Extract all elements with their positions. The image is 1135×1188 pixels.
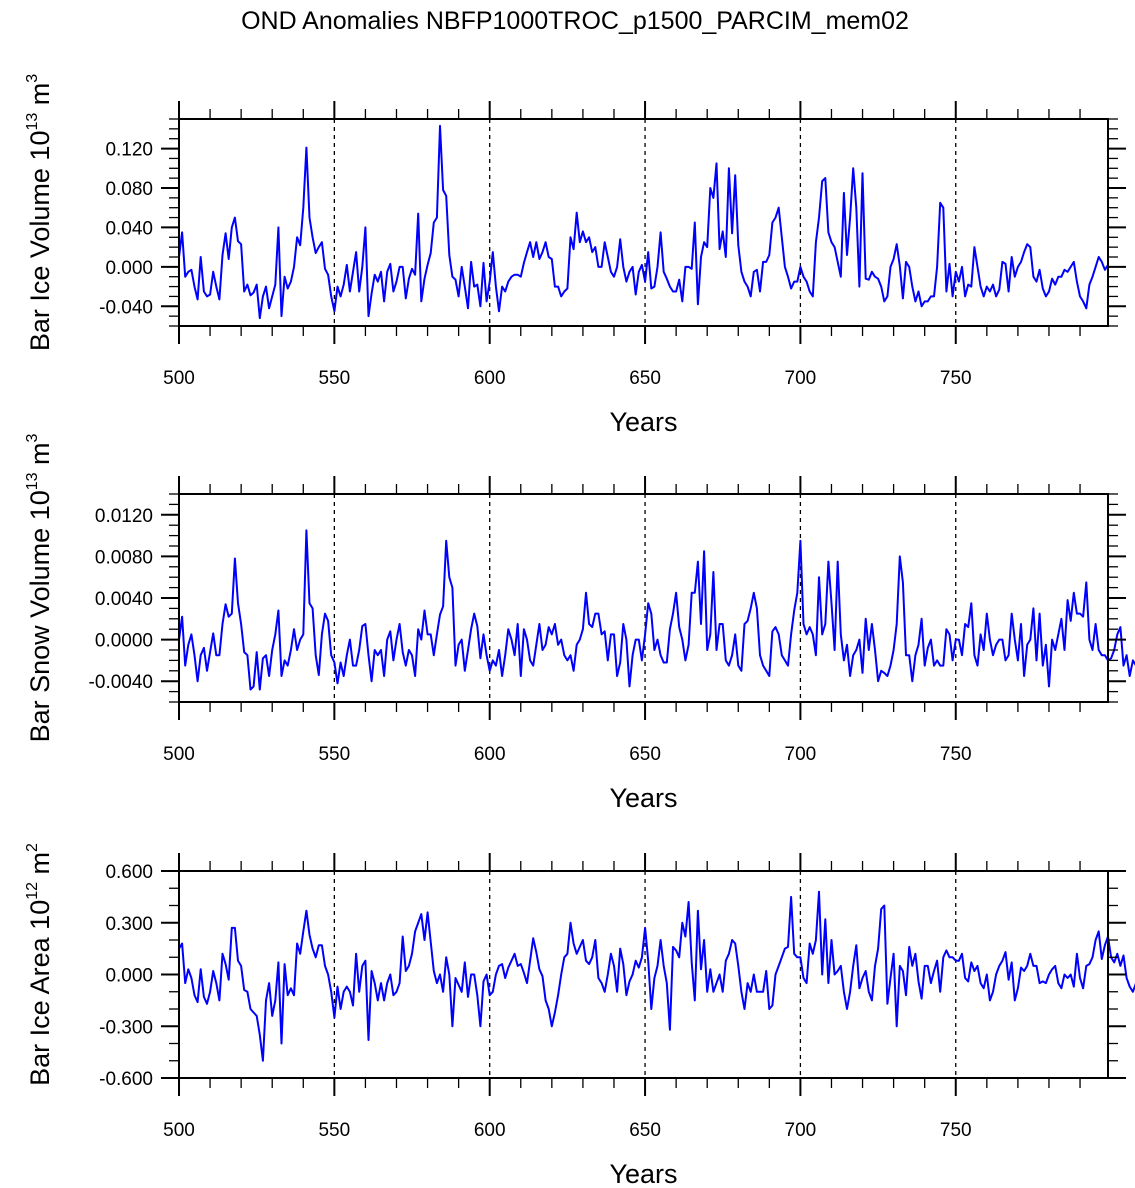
y-axis-title-unit-exponent: 2 [24,843,41,852]
y-axis-title: Bar Snow Volume 1013 m3 [24,433,55,742]
x-tick-label: 750 [940,744,972,765]
x-tick-label: 550 [318,368,350,389]
y-tick-label: 0.300 [105,914,153,935]
y-axis-title-exponent: 12 [24,882,41,900]
y-tick-label: 0.600 [105,862,153,883]
panel-2: 500 550 600 650 700 750 -0.0040 0.0000 0.0040 0.0… [24,433,1135,813]
y-tick-label: 0.0000 [95,631,153,652]
y-axis-title-unit-exponent: 3 [24,74,41,83]
series-line [178,124,1109,320]
y-tick-label: -0.600 [99,1069,153,1090]
y-tick-label: -0.0040 [89,672,153,693]
series-line [178,890,1135,1062]
y-axis-title-unit: m [25,852,55,882]
x-axis-title: Years [609,1159,677,1188]
x-tick-label: 700 [785,1120,817,1141]
panel-3: 500 550 600 650 700 750 -0.600 -0.300 0.000 0.300… [24,843,1135,1188]
series-line [178,529,1135,691]
x-tick-label: 700 [785,744,817,765]
x-axis-title: Years [609,407,677,437]
figure-title: OND Anomalies NBFP1000TROC_p1500_PARCIM_… [241,7,909,35]
y-tick-label: 0.0040 [95,589,153,610]
y-tick-label: 0.080 [105,179,153,200]
x-tick-label: 550 [318,744,350,765]
x-tick-label: 750 [940,368,972,389]
x-tick-label: 650 [629,1120,661,1141]
x-tick-label: 700 [785,368,817,389]
y-tick-label: -0.040 [99,297,153,318]
x-tick-label: 600 [474,744,506,765]
x-tick-label: 600 [474,1120,506,1141]
y-axis-title: Bar Ice Volume 1013 m3 [24,74,55,351]
y-axis-title-text: Bar Snow Volume 10 [25,490,55,742]
plot-frame [178,118,1109,327]
y-axis-title-text: Bar Ice Area 10 [25,900,55,1086]
y-axis-title-unit-exponent: 3 [24,433,41,442]
x-tick-label: 500 [163,368,195,389]
x-tick-label: 650 [629,368,661,389]
x-tick-label: 500 [163,1120,195,1141]
y-axis-title-unit: m [25,442,55,472]
y-tick-label: -0.300 [99,1017,153,1038]
x-tick-label: 750 [940,1120,972,1141]
y-tick-label: 0.000 [105,258,153,279]
y-tick-label: 0.040 [105,218,153,239]
y-tick-label: 0.000 [105,966,153,987]
x-tick-label: 550 [318,1120,350,1141]
x-tick-label: 600 [474,368,506,389]
y-tick-label: 0.0120 [95,506,153,527]
x-axis-title: Years [609,783,677,813]
x-tick-label: 650 [629,744,661,765]
y-axis-title-exponent: 13 [24,472,41,490]
y-axis-title: Bar Ice Area 1012 m2 [24,843,55,1086]
y-tick-label: 0.0080 [95,547,153,568]
y-axis-title-text: Bar Ice Volume 10 [25,131,55,352]
y-axis-title-exponent: 13 [24,113,41,131]
x-tick-label: 500 [163,744,195,765]
y-axis-title-unit: m [25,83,55,113]
y-tick-label: 0.120 [105,140,153,161]
panel-1: 500 550 600 650 700 750 -0.040 0.000 0.040 0.080 0… [24,74,1126,437]
